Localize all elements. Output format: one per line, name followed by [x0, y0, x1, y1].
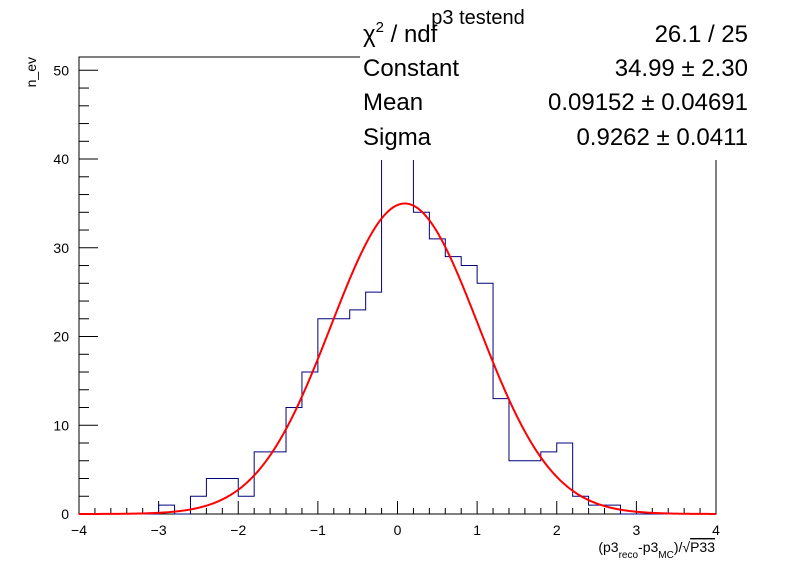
- stats-box: [360, 0, 790, 160]
- y-axis-label: n_ev: [23, 57, 39, 87]
- x-axis-label-sqrt: √: [682, 539, 690, 555]
- x-axis-label: (p3reco-p3MC)/√P33: [598, 539, 715, 561]
- x-axis-label-part: )/: [674, 539, 683, 555]
- stats-rows: χ2 / ndf 26.1 / 25 Constant 34.99 ± 2.30 Mea…: [363, 19, 748, 151]
- stats-value: 26.1 / 25: [655, 21, 748, 48]
- x-axis-label-part: P33: [690, 539, 715, 555]
- x-tick-label: 1: [473, 522, 481, 538]
- x-tick-label: 0: [394, 522, 402, 538]
- x-tick-label: −2: [230, 522, 246, 538]
- x-axis: −4 −3 −2 −1 0 1 2 3 4: [71, 501, 720, 538]
- y-tick-label: 10: [53, 417, 69, 433]
- stats-label: Mean: [363, 89, 423, 116]
- x-tick-label: −1: [310, 522, 326, 538]
- stats-value: 0.09152 ± 0.04691: [548, 89, 748, 116]
- chart-title: p3 testend: [431, 7, 524, 29]
- y-tick-label: 20: [53, 329, 69, 345]
- stats-label: χ2 / ndf: [363, 19, 438, 48]
- x-tick-label: 2: [553, 522, 561, 538]
- x-axis-label-part: -p3: [638, 539, 658, 555]
- stats-label: Sigma: [363, 124, 432, 151]
- x-tick-label: 3: [632, 522, 640, 538]
- x-tick-label: 4: [712, 522, 720, 538]
- stats-value: 0.9262 ± 0.0411: [576, 124, 748, 151]
- x-axis-label-sub: MC: [658, 550, 674, 561]
- x-tick-label: −4: [71, 522, 87, 538]
- y-axis: 0 10 20 30 40 50: [53, 62, 98, 522]
- x-axis-label-part: (p3: [598, 539, 618, 555]
- stats-label: Constant: [363, 55, 459, 82]
- y-tick-label: 0: [61, 506, 69, 522]
- gaussian-fit-curve: [79, 202, 716, 515]
- y-tick-label: 50: [53, 62, 69, 78]
- stats-value: 34.99 ± 2.30: [615, 55, 748, 82]
- y-tick-label: 40: [53, 151, 69, 167]
- x-axis-label-sub: reco: [619, 550, 639, 561]
- y-tick-label: 30: [53, 240, 69, 256]
- x-tick-label: −3: [151, 522, 167, 538]
